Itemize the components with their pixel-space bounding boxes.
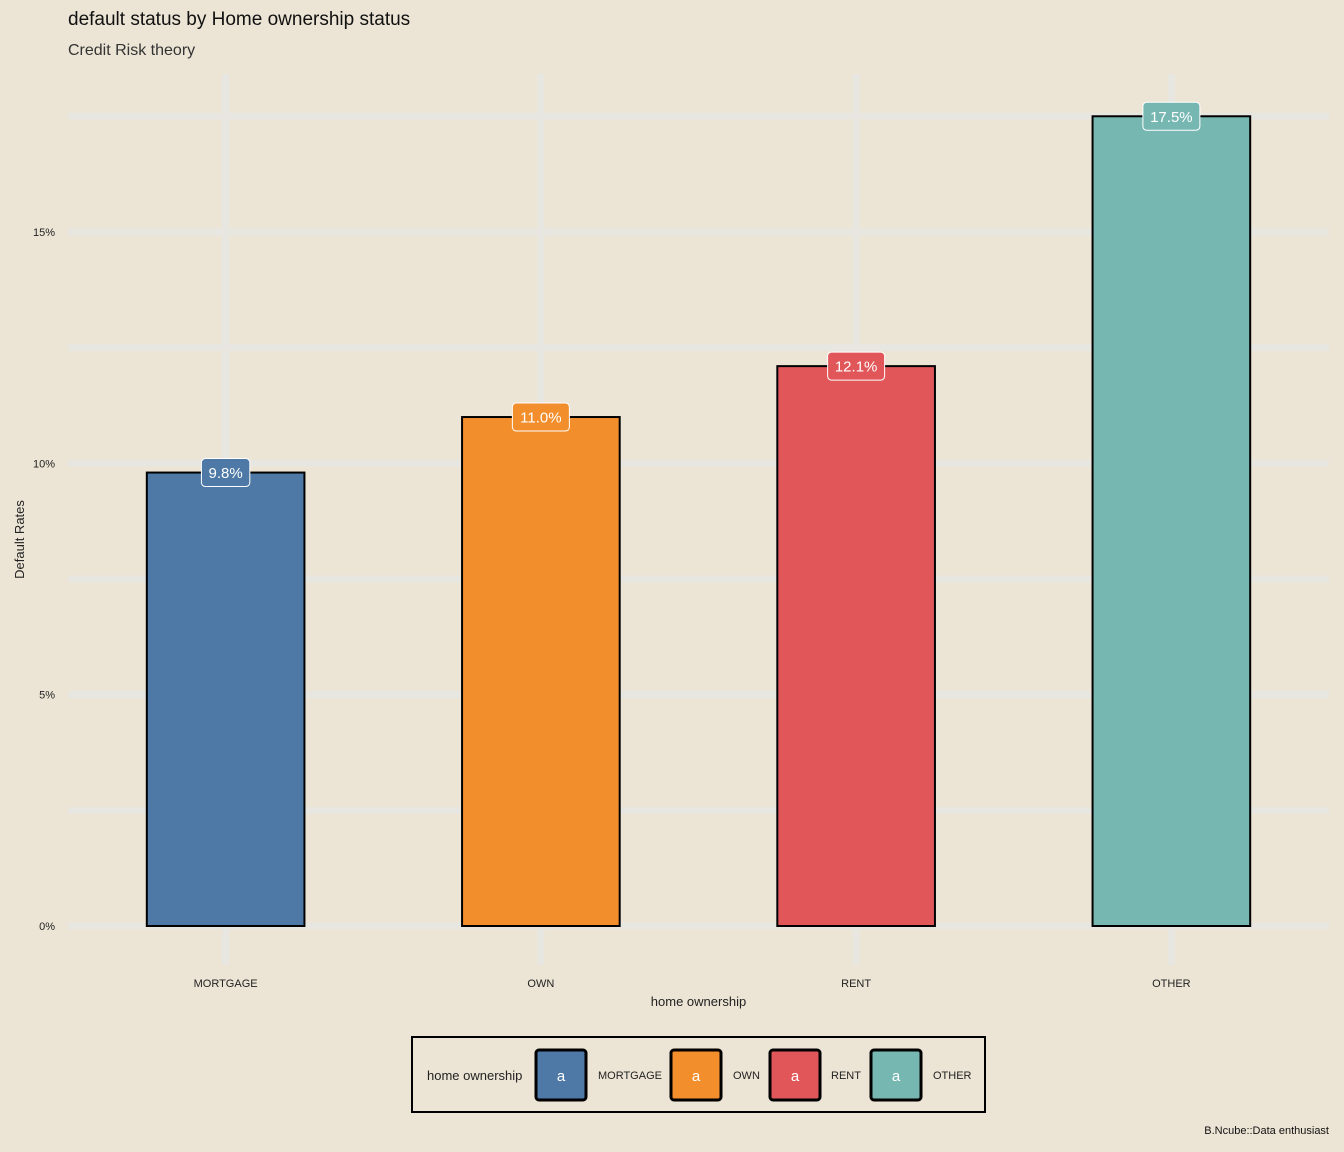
bar-rent [776, 365, 936, 927]
value-label: 11.0% [520, 410, 561, 427]
legend-key-glyph: a [557, 1068, 566, 1085]
y-tick-label: 15% [33, 227, 55, 239]
legend-key-glyph: a [692, 1068, 701, 1085]
legend-title: home ownership [427, 1068, 522, 1083]
legend-box [411, 1036, 986, 1113]
x-axis-title: home ownership [651, 994, 746, 1009]
bar-other [1091, 115, 1252, 927]
legend-key-mortgage [534, 1048, 588, 1102]
y-tick-label: 5% [39, 690, 55, 702]
legend-key-other [869, 1048, 923, 1102]
x-tick-label: RENT [841, 978, 871, 990]
legend-key-own [669, 1048, 723, 1102]
y-axis-title: Default Rates [12, 500, 27, 579]
value-label: 9.8% [209, 465, 243, 482]
chart-caption: B.Ncube::Data enthusiast [1204, 1125, 1329, 1137]
chart-title: default status by Home ownership status [68, 9, 411, 30]
axes: 0% 5% 10% 15% MORTGAGE OWN RENT OTHER home owner… [12, 227, 1191, 1009]
legend-label: OWN [733, 1070, 760, 1082]
value-label: 12.1% [835, 359, 878, 376]
legend-label: RENT [831, 1070, 861, 1082]
value-label: 17.5% [1150, 109, 1193, 126]
value-label-box [200, 458, 251, 488]
bar-own [461, 416, 621, 927]
legend: home ownership a MORTGAGE a OWN a RENT a OTHER [411, 1036, 986, 1113]
chart-subtitle: Credit Risk theory [68, 42, 196, 59]
x-tick-label: OTHER [1152, 978, 1191, 990]
legend-key-glyph: a [791, 1068, 800, 1085]
bars [145, 115, 1252, 927]
legend-label: MORTGAGE [598, 1070, 662, 1082]
legend-key-rent [768, 1048, 822, 1102]
value-label-box [1142, 101, 1201, 131]
value-labels: 9.8% 11.0% 12.1% 17.5% [200, 101, 1201, 488]
x-tick-label: MORTGAGE [194, 978, 258, 990]
y-tick-label: 0% [39, 921, 55, 933]
legend-label: OTHER [933, 1070, 972, 1082]
y-tick-label: 10% [33, 458, 55, 470]
value-label-box [511, 402, 570, 432]
x-tick-label: OWN [527, 978, 554, 990]
legend-key-glyph: a [892, 1068, 901, 1085]
value-label-box [827, 351, 886, 381]
bar-mortgage [145, 471, 306, 927]
